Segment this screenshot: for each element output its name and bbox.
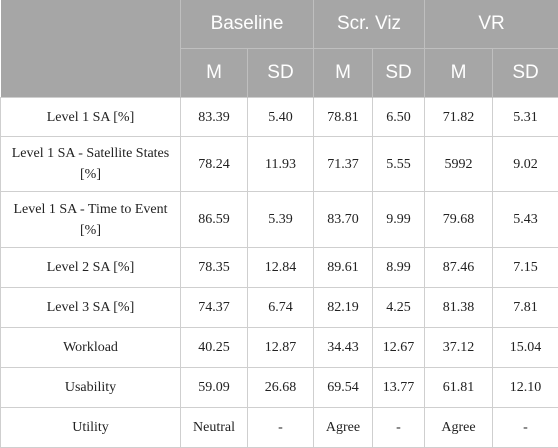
row-label: Level 1 SA - Time to Event [%] — [1, 192, 181, 248]
cell: 83.39 — [181, 98, 248, 137]
header-baseline-mean: M — [181, 49, 248, 98]
cell: 12.87 — [248, 328, 314, 368]
header-group-screen-viz: Scr. Viz — [314, 0, 425, 49]
cell: 78.35 — [181, 248, 248, 288]
table-row: Utility Neutral - Agree - Agree - — [1, 408, 558, 448]
cell: 6.50 — [373, 98, 425, 137]
cell: 37.12 — [425, 328, 493, 368]
cell: - — [373, 408, 425, 448]
cell: 26.68 — [248, 368, 314, 408]
cell: 5.31 — [493, 98, 558, 137]
cell: 71.37 — [314, 137, 373, 192]
row-label: Level 2 SA [%] — [1, 248, 181, 288]
cell: 15.04 — [493, 328, 558, 368]
cell: 89.61 — [314, 248, 373, 288]
header-vr-sd: SD — [493, 49, 558, 98]
cell: 79.68 — [425, 192, 493, 248]
cell: 5992 — [425, 137, 493, 192]
cell: 61.81 — [425, 368, 493, 408]
cell: 12.84 — [248, 248, 314, 288]
cell: 7.15 — [493, 248, 558, 288]
cell: 5.39 — [248, 192, 314, 248]
cell: 12.67 — [373, 328, 425, 368]
table-row: Level 1 SA - Time to Event [%] 86.59 5.3… — [1, 192, 558, 248]
table-row: Level 1 SA - Satellite States [%] 78.24 … — [1, 137, 558, 192]
cell: 4.25 — [373, 288, 425, 328]
cell: 71.82 — [425, 98, 493, 137]
header-baseline-sd: SD — [248, 49, 314, 98]
cell: 9.02 — [493, 137, 558, 192]
header-row-groups: Baseline Scr. Viz VR — [1, 0, 558, 49]
row-label: Usability — [1, 368, 181, 408]
row-label: Utility — [1, 408, 181, 448]
table-row: Usability 59.09 26.68 69.54 13.77 61.81 … — [1, 368, 558, 408]
cell: Agree — [425, 408, 493, 448]
row-label: Workload — [1, 328, 181, 368]
cell: 78.81 — [314, 98, 373, 137]
cell: - — [248, 408, 314, 448]
cell: 86.59 — [181, 192, 248, 248]
table-row: Level 2 SA [%] 78.35 12.84 89.61 8.99 87… — [1, 248, 558, 288]
header-screen-viz-mean: M — [314, 49, 373, 98]
cell: 83.70 — [314, 192, 373, 248]
cell: 7.81 — [493, 288, 558, 328]
cell: 6.74 — [248, 288, 314, 328]
cell: 74.37 — [181, 288, 248, 328]
cell: - — [493, 408, 558, 448]
cell: 82.19 — [314, 288, 373, 328]
table-row: Level 3 SA [%] 74.37 6.74 82.19 4.25 81.… — [1, 288, 558, 328]
cell: 13.77 — [373, 368, 425, 408]
cell: 87.46 — [425, 248, 493, 288]
cell: 11.93 — [248, 137, 314, 192]
cell: 12.10 — [493, 368, 558, 408]
header-vr-mean: M — [425, 49, 493, 98]
row-label: Level 1 SA [%] — [1, 98, 181, 137]
table-row: Level 1 SA [%] 83.39 5.40 78.81 6.50 71.… — [1, 98, 558, 137]
cell: 5.43 — [493, 192, 558, 248]
cell: 34.43 — [314, 328, 373, 368]
cell: 81.38 — [425, 288, 493, 328]
header-group-vr: VR — [425, 0, 558, 49]
cell: 78.24 — [181, 137, 248, 192]
cell: 40.25 — [181, 328, 248, 368]
header-group-baseline: Baseline — [181, 0, 314, 49]
cell: 59.09 — [181, 368, 248, 408]
cell: 9.99 — [373, 192, 425, 248]
table-row: Workload 40.25 12.87 34.43 12.67 37.12 1… — [1, 328, 558, 368]
cell: Neutral — [181, 408, 248, 448]
header-screen-viz-sd: SD — [373, 49, 425, 98]
cell: 5.40 — [248, 98, 314, 137]
header-corner — [1, 0, 181, 98]
cell: Agree — [314, 408, 373, 448]
cell: 5.55 — [373, 137, 425, 192]
cell: 69.54 — [314, 368, 373, 408]
cell: 8.99 — [373, 248, 425, 288]
row-label: Level 3 SA [%] — [1, 288, 181, 328]
row-label: Level 1 SA - Satellite States [%] — [1, 137, 181, 192]
